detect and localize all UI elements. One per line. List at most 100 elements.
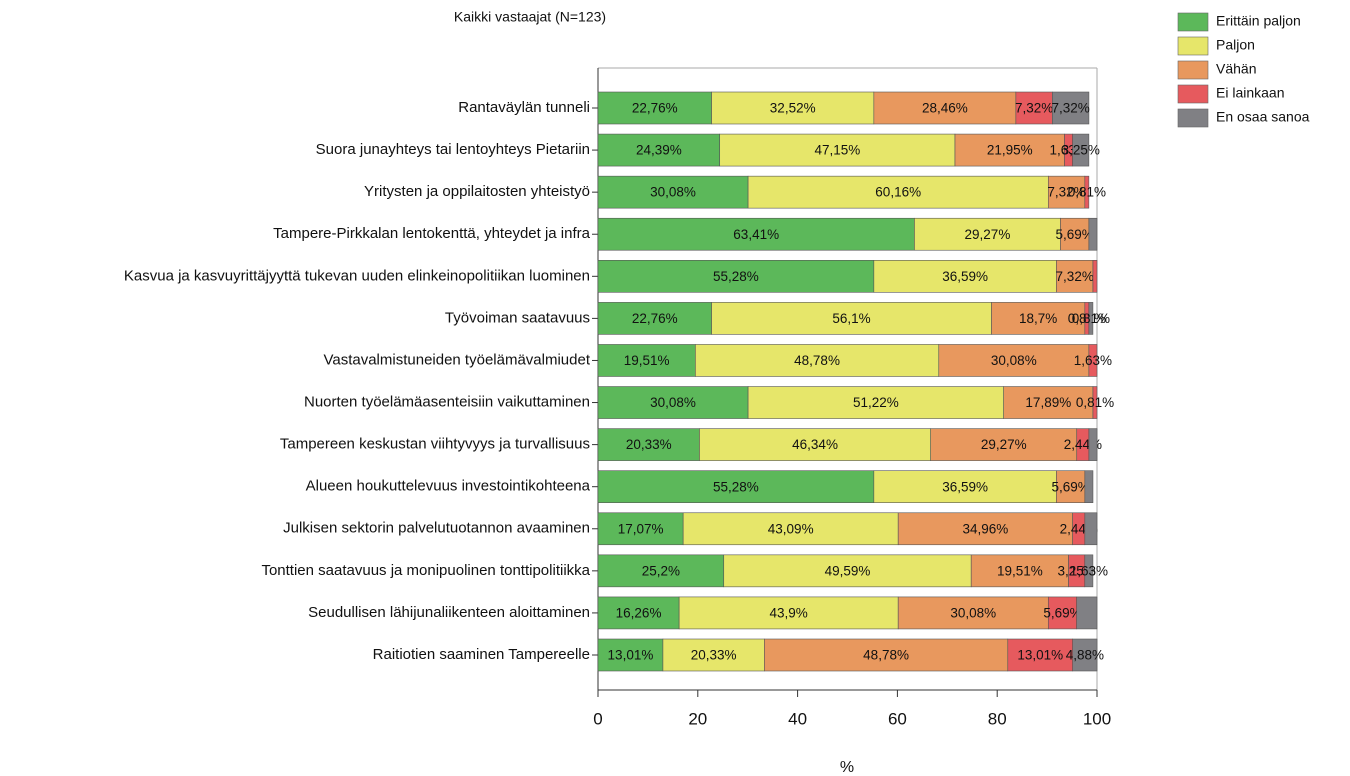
value-label: 34,96% <box>963 521 1009 536</box>
legend-swatch <box>1177 84 1209 104</box>
x-axis-label: % <box>840 759 854 776</box>
bar-segment <box>873 470 1057 503</box>
value-label: 46,34% <box>792 437 838 452</box>
value-label: 0,81% <box>1068 311 1106 326</box>
value-label: 30,08% <box>991 353 1037 368</box>
value-label: 4,88% <box>1066 648 1104 663</box>
bar-segment <box>1092 260 1098 293</box>
category-label: Yritysten ja oppilaitosten yhteistyö <box>364 183 590 200</box>
bar-segment <box>930 428 1078 461</box>
category-label: Seudullisen lähijunaliikenteen aloittami… <box>308 604 590 621</box>
x-tick-label: 40 <box>788 709 807 728</box>
bar-segment <box>597 217 915 251</box>
value-label: 13,01% <box>608 648 654 663</box>
bar-segment <box>597 260 875 293</box>
value-label: 29,27% <box>965 227 1011 242</box>
value-label: 30,08% <box>650 185 696 200</box>
value-label: 47,15% <box>814 143 860 158</box>
bar-segment <box>873 91 1017 125</box>
bar-segment <box>597 386 749 419</box>
bar-segment <box>662 638 765 672</box>
value-label: 55,28% <box>713 479 759 494</box>
value-label: 5,69% <box>1051 479 1089 494</box>
category-label: Tampere-Pirkkalan lentokenttä, yhteydet … <box>273 225 590 242</box>
value-label: 19,51% <box>624 353 670 368</box>
bar-segment <box>764 638 1009 672</box>
bar-segment <box>1015 91 1053 125</box>
bar-segment <box>1088 344 1098 377</box>
bar-segment <box>1084 470 1094 503</box>
value-label: 51,22% <box>853 395 899 410</box>
bar-segment <box>1084 512 1098 546</box>
bar-segment <box>597 175 749 209</box>
chart-title: Kaikki vastaajat (N=123) <box>454 9 606 25</box>
value-label: 16,26% <box>616 605 662 620</box>
value-label: 0,81% <box>1076 395 1114 410</box>
bar-segment <box>1084 175 1090 209</box>
value-label: 1,63% <box>1074 353 1112 368</box>
legend-swatch <box>1177 12 1209 32</box>
bar-segment <box>1047 596 1077 630</box>
legend-label: En osaa sanoa <box>1216 109 1310 125</box>
value-label: 0,81% <box>1068 185 1106 200</box>
category-label: Nuorten työelämäasenteisiin vaikuttamine… <box>304 394 590 411</box>
value-label: 19,51% <box>997 563 1043 578</box>
category-label: Työvoiman saatavuus <box>445 309 590 326</box>
x-tick-label: 80 <box>988 709 1007 728</box>
bar-segment <box>597 91 712 125</box>
x-tick-label: 0 <box>593 709 602 728</box>
value-label: 5,69% <box>1043 605 1081 620</box>
bar-segment <box>695 344 940 377</box>
bar-segment <box>747 175 1049 209</box>
category-label: Julkisen sektorin palvelutuotannon avaam… <box>283 520 590 537</box>
bar-segment <box>897 596 1049 630</box>
bar-segment <box>1052 91 1090 125</box>
value-label: 32,52% <box>770 101 816 116</box>
x-tick-label: 60 <box>888 709 907 728</box>
bar-segment <box>1072 133 1090 167</box>
value-label: 1,63% <box>1070 563 1108 578</box>
category-label: Vastavalmistuneiden työelämävalmiudet <box>323 351 590 368</box>
bar-segment <box>1088 217 1098 251</box>
bar-segment <box>597 302 712 335</box>
bar-segment <box>711 302 992 335</box>
x-tick-label: 20 <box>688 709 707 728</box>
value-label: 24,39% <box>636 143 682 158</box>
value-label: 36,59% <box>942 269 988 284</box>
legend-label: Erittäin paljon <box>1216 13 1301 29</box>
bar-segment <box>897 512 1073 546</box>
value-label: 7,32% <box>1047 185 1085 200</box>
value-label: 5,69% <box>1056 227 1094 242</box>
bar-segment <box>699 428 931 461</box>
bar-segment <box>597 596 680 630</box>
category-label: Suora junayhteys tai lentoyhteys Pietari… <box>316 141 590 158</box>
value-label: 25,2% <box>642 563 680 578</box>
value-label: 7,32% <box>1056 269 1094 284</box>
value-label: 20,33% <box>691 648 737 663</box>
value-label: 17,89% <box>1025 395 1071 410</box>
value-label: 30,08% <box>650 395 696 410</box>
bar-segment <box>873 260 1057 293</box>
value-label: 0,81% <box>1072 311 1110 326</box>
bar-segment <box>1084 554 1094 588</box>
category-label: Raitiotien saaminen Tampereelle <box>373 646 590 663</box>
value-label: 3,25% <box>1062 143 1100 158</box>
bar-segment <box>1056 260 1094 293</box>
bar-segment <box>1056 470 1086 503</box>
value-label: 28,46% <box>922 101 968 116</box>
bar-segment <box>723 554 972 588</box>
value-label: 7,32% <box>1015 101 1053 116</box>
value-label: 21,95% <box>987 143 1033 158</box>
value-label: 22,76% <box>632 311 678 326</box>
legend-swatch <box>1177 36 1209 56</box>
bar-segment <box>678 596 899 630</box>
legend-label: Paljon <box>1216 37 1255 53</box>
value-label: 48,78% <box>794 353 840 368</box>
bar-segment <box>914 217 1061 251</box>
value-label: 22,76% <box>632 101 678 116</box>
bar-segment <box>1047 175 1086 209</box>
category-label: Tampereen keskustan viihtyvyys ja turval… <box>280 436 590 453</box>
value-label: 7,32% <box>1052 101 1090 116</box>
value-label: 49,59% <box>825 563 871 578</box>
